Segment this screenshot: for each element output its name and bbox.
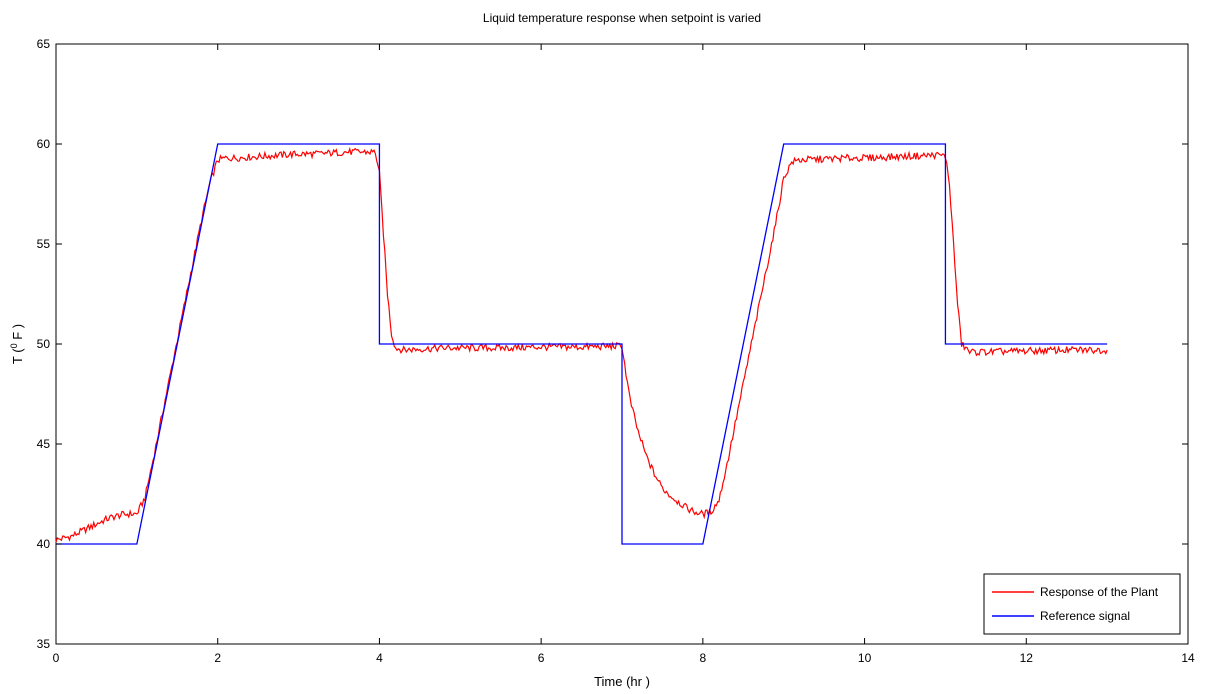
x-tick-label: 4 xyxy=(376,651,383,665)
x-tick-label: 2 xyxy=(214,651,221,665)
y-tick-label: 55 xyxy=(37,237,51,251)
x-tick-label: 14 xyxy=(1181,651,1195,665)
series-layer xyxy=(55,143,1108,545)
axes-layer: 0 2 4 6 8 10 12 14 35 40 45 50 55 60 65 xyxy=(37,37,1195,665)
y-tick-label: 60 xyxy=(37,137,51,151)
x-tick-label: 8 xyxy=(700,651,707,665)
y-tick-label: 50 xyxy=(37,337,51,351)
x-tick-label: 10 xyxy=(858,651,872,665)
series-response-of-the-plant xyxy=(55,146,1108,543)
legend-box xyxy=(983,573,1181,635)
x-tick-label: 6 xyxy=(538,651,545,665)
legend-entry-label: Reference signal xyxy=(1040,609,1130,623)
y-tick-label: 45 xyxy=(37,437,51,451)
legend-entry-label: Response of the Plant xyxy=(1040,585,1159,599)
chart-title: Liquid temperature response when setpoin… xyxy=(483,11,761,25)
y-tick-label: 65 xyxy=(37,37,51,51)
y-axis-label: T (0 F ) xyxy=(9,324,25,364)
legend: Response of the Plant Reference signal xyxy=(983,573,1181,635)
y-tick-label: 35 xyxy=(37,637,51,651)
x-tick-label: 12 xyxy=(1020,651,1034,665)
series-reference-signal xyxy=(56,143,1108,545)
x-axis-label: Time (hr ) xyxy=(594,674,650,689)
x-tick-label: 0 xyxy=(53,651,60,665)
y-tick-label: 40 xyxy=(37,537,51,551)
